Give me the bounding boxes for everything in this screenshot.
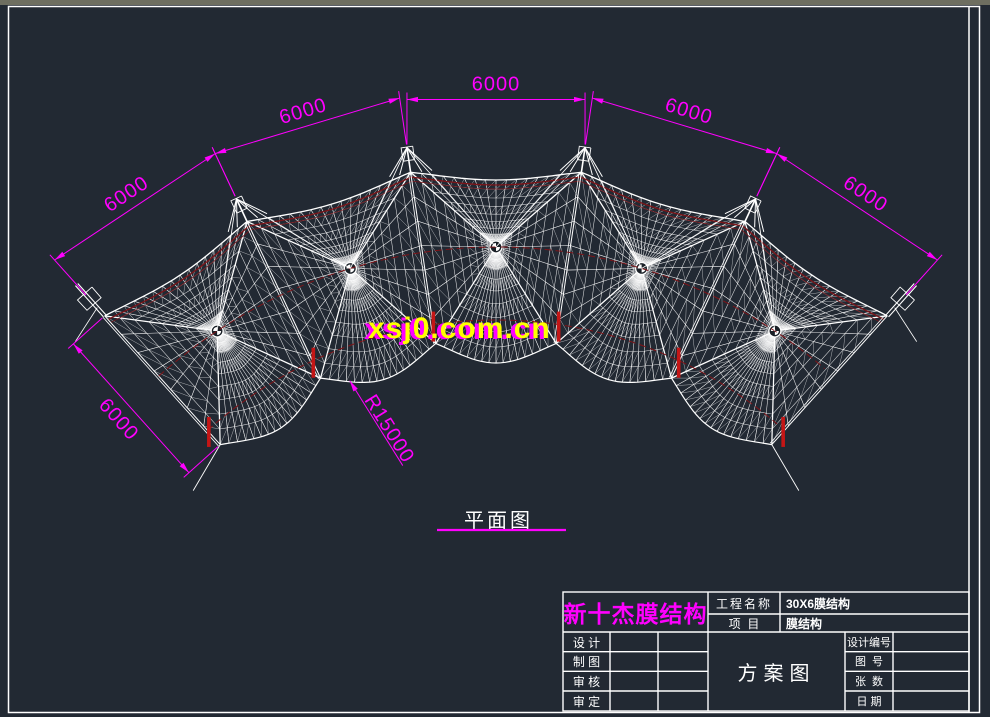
company-name: 新十杰膜结构 xyxy=(563,601,708,627)
dimension-arrow xyxy=(54,251,66,261)
anchor-bar xyxy=(431,311,436,342)
dimension-arrow xyxy=(406,96,418,103)
membrane-module xyxy=(670,221,888,446)
anchor-bar xyxy=(207,416,211,447)
title-block-grid xyxy=(562,591,970,712)
project-name-label: 工程名称 xyxy=(715,596,772,611)
sign-row-approved: 审 定 xyxy=(572,694,601,709)
dimension-label: 6000 xyxy=(94,394,143,445)
info-row-design-no: 设计编号 xyxy=(847,637,891,649)
drawing-title: 方案图 xyxy=(737,663,816,685)
membrane-module xyxy=(246,171,437,383)
anchor-bar xyxy=(311,347,316,378)
plan-view-label: 平面图 xyxy=(464,510,533,532)
membrane-module xyxy=(555,171,746,383)
dimension-arrow xyxy=(388,98,400,104)
dimension-arrow xyxy=(204,153,216,162)
anchor-bar xyxy=(676,347,681,378)
membrane-module xyxy=(104,221,322,446)
anchor-bars xyxy=(207,311,785,447)
anchor-bar xyxy=(781,416,785,447)
dimension-label: 6000 xyxy=(839,172,892,217)
dimension-arrow xyxy=(592,98,604,104)
info-row-date: 日 期 xyxy=(856,696,882,708)
dimension-arrow xyxy=(926,251,938,261)
dimension-label: 6000 xyxy=(277,94,330,129)
sign-row-checked: 审 核 xyxy=(572,674,601,689)
dimension-arrow xyxy=(765,147,777,154)
dimension-label: 6000 xyxy=(662,94,715,129)
dimension-arrow xyxy=(73,343,83,354)
sign-row-drawn: 制 图 xyxy=(572,654,601,669)
anchor-bar xyxy=(556,311,561,342)
item-value: 膜结构 xyxy=(786,616,823,631)
peak-struts xyxy=(74,145,918,491)
watermark-text: xsj0.com.cn xyxy=(368,312,551,345)
dimension-label: R15000 xyxy=(360,391,419,467)
dimension-arrow xyxy=(776,153,788,162)
watermark-shadow: xsj0.com.cn xyxy=(364,313,547,346)
info-row-sheet-count: 张 数 xyxy=(854,676,884,688)
info-row-drawing-no: 图 号 xyxy=(854,656,884,668)
dimension-label: 6000 xyxy=(472,74,521,96)
window-edge-strip xyxy=(0,0,990,5)
dimension-arrow xyxy=(574,96,586,103)
sign-row-design: 设 计 xyxy=(572,635,601,650)
item-label: 项 目 xyxy=(728,616,760,631)
dimension-arrow xyxy=(215,147,227,154)
dimension-label: 6000 xyxy=(100,172,153,217)
project-name-value: 30X6膜结构 xyxy=(786,596,851,611)
dimension-arrow xyxy=(179,462,189,473)
construction-arcs xyxy=(158,246,825,431)
dimension-arrow xyxy=(349,380,358,392)
